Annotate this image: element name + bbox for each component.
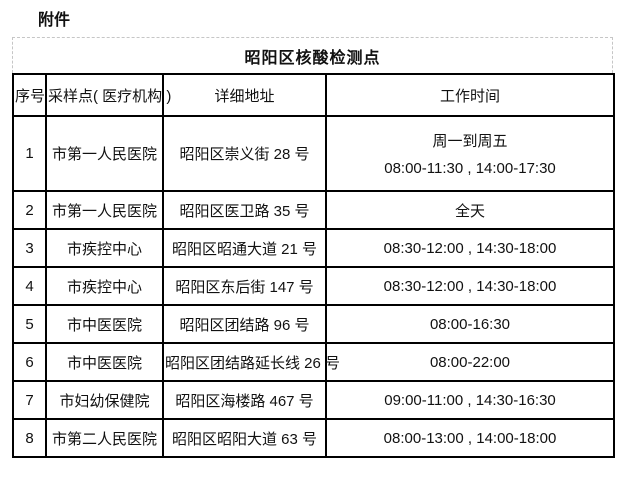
cell-no: 4 bbox=[12, 266, 47, 306]
cell-no: 6 bbox=[12, 342, 47, 382]
cell-address: 昭阳区昭阳大道 63 号 bbox=[162, 418, 327, 458]
cell-site: 市第一人民医院 bbox=[45, 115, 164, 192]
table-row: 8 市第二人民医院 昭阳区昭阳大道 63 号 08:00-13:00 , 14:… bbox=[12, 418, 615, 458]
cell-no: 5 bbox=[12, 304, 47, 344]
cell-hours: 08:30-12:00 , 14:30-18:00 bbox=[325, 266, 615, 306]
table-row: 4 市疾控中心 昭阳区东后街 147 号 08:30-12:00 , 14:30… bbox=[12, 266, 615, 306]
cell-site: 市第一人民医院 bbox=[45, 190, 164, 230]
table-row: 5 市中医医院 昭阳区团结路 96 号 08:00-16:30 bbox=[12, 304, 615, 344]
col-header-site: 采样点( 医疗机构 ) bbox=[45, 73, 171, 117]
cell-hours: 08:30-12:00 , 14:30-18:00 bbox=[325, 228, 615, 268]
cell-address: 昭阳区团结路 96 号 bbox=[162, 304, 327, 344]
table-row: 1 市第一人民医院 昭阳区崇义街 28 号 周一到周五 08:00-11:30 … bbox=[12, 115, 615, 192]
col-header-hours: 工作时间 bbox=[325, 73, 615, 117]
hours-line-1: 周一到周五 bbox=[432, 133, 508, 150]
table-row: 3 市疾控中心 昭阳区昭通大道 21 号 08:30-12:00 , 14:30… bbox=[12, 228, 615, 268]
cell-address: 昭阳区昭通大道 21 号 bbox=[162, 228, 327, 268]
cell-site: 市第二人民医院 bbox=[45, 418, 164, 458]
cell-site: 市疾控中心 bbox=[45, 228, 164, 268]
testing-points-grid: 序号 采样点( 医疗机构 ) 详细地址 工作时间 1 市第一人民医院 昭阳区崇义… bbox=[12, 73, 615, 458]
testing-points-table: 昭阳区核酸检测点 序号 采样点( 医疗机构 ) 详细地址 工作时间 1 市第一人… bbox=[12, 37, 615, 458]
hours-line-2: 08:00-11:30 , 14:00-17:30 bbox=[384, 160, 556, 177]
cell-hours: 全天 bbox=[325, 190, 615, 230]
cell-site: 市妇幼保健院 bbox=[45, 380, 164, 420]
table-row: 6 市中医医院 昭阳区团结路延长线 26 号 08:00-22:00 bbox=[12, 342, 615, 382]
cell-site: 市疾控中心 bbox=[45, 266, 164, 306]
cell-address: 昭阳区东后街 147 号 bbox=[162, 266, 327, 306]
cell-no: 8 bbox=[12, 418, 47, 458]
cell-address: 昭阳区海楼路 467 号 bbox=[162, 380, 327, 420]
cell-hours: 08:00-13:00 , 14:00-18:00 bbox=[325, 418, 615, 458]
cell-no: 7 bbox=[12, 380, 47, 420]
cell-hours: 09:00-11:00 , 14:30-16:30 bbox=[325, 380, 615, 420]
col-header-address: 详细地址 bbox=[162, 73, 327, 117]
header-row: 序号 采样点( 医疗机构 ) 详细地址 工作时间 bbox=[12, 73, 615, 117]
table-title: 昭阳区核酸检测点 bbox=[12, 37, 613, 73]
cell-hours: 周一到周五 08:00-11:30 , 14:00-17:30 bbox=[325, 115, 615, 192]
cell-no: 1 bbox=[12, 115, 47, 192]
table-row: 2 市第一人民医院 昭阳区医卫路 35 号 全天 bbox=[12, 190, 615, 230]
cell-hours: 08:00-22:00 bbox=[325, 342, 615, 382]
cell-site: 市中医医院 bbox=[45, 342, 164, 382]
col-header-no: 序号 bbox=[12, 73, 47, 117]
cell-no: 2 bbox=[12, 190, 47, 230]
table-row: 7 市妇幼保健院 昭阳区海楼路 467 号 09:00-11:00 , 14:3… bbox=[12, 380, 615, 420]
cell-site: 市中医医院 bbox=[45, 304, 164, 344]
attachment-label: 附件 bbox=[38, 12, 71, 29]
cell-address: 昭阳区医卫路 35 号 bbox=[162, 190, 327, 230]
cell-no: 3 bbox=[12, 228, 47, 268]
cell-hours: 08:00-16:30 bbox=[325, 304, 615, 344]
cell-address: 昭阳区团结路延长线 26 号 bbox=[162, 342, 340, 382]
cell-address: 昭阳区崇义街 28 号 bbox=[162, 115, 327, 192]
